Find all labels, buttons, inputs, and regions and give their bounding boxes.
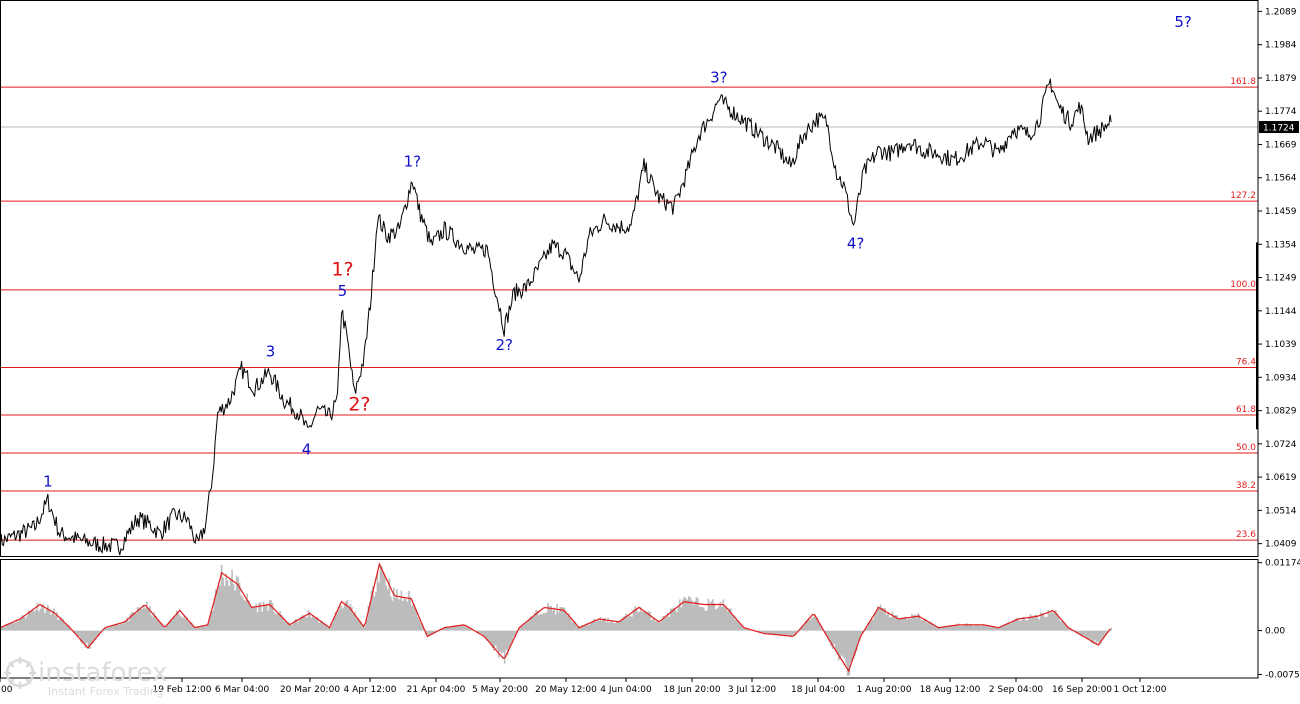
x-tick-label: 20 Mar 20:00 <box>280 685 340 695</box>
x-tick-label: 5 May 20:00 <box>472 685 528 695</box>
x-tick-label: 00 <box>1 685 13 695</box>
y-tick-label: 1.1144 <box>1265 307 1297 317</box>
y-tick-label: 1.1249 <box>1265 274 1297 284</box>
osc-y-tick-label: 0.01174 <box>1265 559 1300 569</box>
fib-label: 61.8 <box>1236 405 1256 415</box>
fib-label: 50.0 <box>1236 443 1256 453</box>
y-tick-label: 1.0619 <box>1265 473 1297 483</box>
oscillator-signal-line <box>0 562 1111 673</box>
y-tick-label: 1.0934 <box>1265 373 1297 383</box>
x-tick-label: 4 Apr 12:00 <box>344 685 397 695</box>
wave-label: 1 <box>43 472 53 490</box>
y-tick-label: 1.0409 <box>1265 540 1297 550</box>
wave-label: 4 <box>302 441 312 459</box>
y-tick-label: 1.1459 <box>1265 207 1297 217</box>
x-tick-label: 6 Mar 04:00 <box>215 685 270 695</box>
y-tick-label: 1.0829 <box>1265 407 1297 417</box>
wave-label: 4? <box>847 235 865 253</box>
y-tick-label: 1.1039 <box>1265 340 1297 350</box>
y-tick-label: 1.1774 <box>1265 107 1297 117</box>
wave-label: 2? <box>348 393 370 415</box>
y-tick-label: 1.1354 <box>1265 240 1297 250</box>
main-panel: 161.8127.2100.076.461.850.038.223.613451… <box>0 13 1258 556</box>
fib-label: 161.8 <box>1230 77 1256 87</box>
x-tick-label: 20 May 12:00 <box>535 685 597 695</box>
y-tick-label: 1.1564 <box>1265 174 1297 184</box>
wave-label: 3 <box>266 342 276 360</box>
y-tick-label: 1.1879 <box>1265 74 1297 84</box>
wave-label: 5 <box>338 282 348 300</box>
fib-label: 127.2 <box>1230 191 1256 201</box>
x-tick-label: 18 Aug 12:00 <box>920 685 981 695</box>
current-price-label: 1.1724 <box>1263 124 1295 134</box>
x-tick-label: 2 Sep 04:00 <box>989 685 1044 695</box>
instaforex-logo: instaforex Instant Forex Trading <box>2 655 182 699</box>
fib-label: 100.0 <box>1230 280 1256 290</box>
fib-label: 38.2 <box>1236 481 1256 491</box>
logo-brand: instaforex <box>38 658 167 688</box>
x-tick-label: 1 Aug 20:00 <box>857 685 912 695</box>
x-tick-label: 3 Jul 12:00 <box>728 685 777 695</box>
y-tick-label: 1.2089 <box>1265 7 1297 17</box>
logo-tagline: Instant Forex Trading <box>48 685 164 698</box>
y-tick-label: 1.0724 <box>1265 440 1297 450</box>
y-tick-label: 1.1984 <box>1265 41 1297 51</box>
x-tick-label: 16 Sep 20:00 <box>1052 685 1112 695</box>
logo-icon <box>3 656 37 690</box>
oscillator-frame <box>0 559 1259 679</box>
x-tick-label: 18 Jun 20:00 <box>663 685 720 695</box>
x-tick-label: 18 Jul 04:00 <box>791 685 845 695</box>
osc-y-tick-label: -0.00759 <box>1265 670 1300 680</box>
wave-label: 1? <box>331 259 353 281</box>
x-tick-label: 21 Apr 04:00 <box>407 685 466 695</box>
x-tick-label: 4 Jun 04:00 <box>600 685 652 695</box>
osc-y-tick-label: 0.00 <box>1265 627 1285 637</box>
wave-label: 1? <box>404 152 422 170</box>
oscillator-panel <box>0 562 1112 676</box>
fib-label: 23.6 <box>1236 530 1256 540</box>
fib-label: 76.4 <box>1236 357 1256 367</box>
x-tick-label: 19 Feb 12:00 <box>152 685 211 695</box>
x-tick-label: 1 Oct 12:00 <box>1114 685 1167 695</box>
y-tick-label: 1.0514 <box>1265 506 1297 516</box>
current-price-badge <box>1259 121 1299 134</box>
wave-label: 2? <box>495 336 513 354</box>
y-tick-label: 1.1669 <box>1265 140 1297 150</box>
wave-label: 5? <box>1174 13 1192 31</box>
wave-label: 3? <box>710 68 728 86</box>
price-series-line <box>0 78 1112 556</box>
